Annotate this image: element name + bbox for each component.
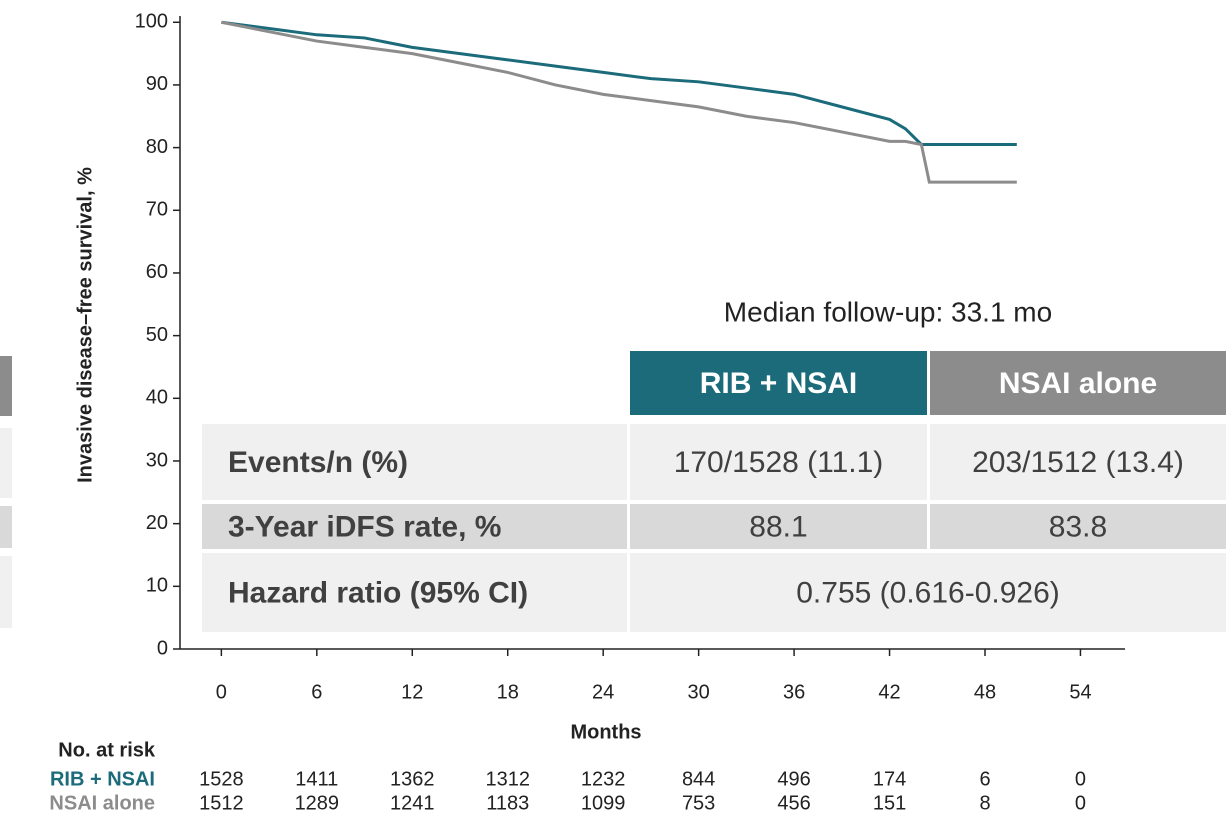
row-label: Hazard ratio (95% CI)	[228, 576, 528, 609]
risk-count: 151	[873, 792, 906, 814]
survival-line	[221, 20, 1017, 146]
y-tick-label: 10	[146, 575, 168, 597]
x-axis-label: Months	[570, 721, 641, 743]
risk-count: 1232	[581, 768, 626, 790]
risk-count: 1411	[295, 768, 338, 790]
x-tick-label: 24	[592, 681, 614, 703]
x-tick-label: 12	[401, 681, 423, 703]
y-tick-label: 70	[146, 199, 168, 221]
table-cell	[202, 553, 627, 632]
x-tick-label: 18	[497, 681, 519, 703]
y-tick-label: 50	[146, 324, 168, 346]
risk-count: 0	[1075, 792, 1086, 814]
y-tick-label: 100	[135, 11, 168, 33]
row-label: 3-Year iDFS rate, %	[228, 510, 501, 543]
decor	[0, 356, 12, 416]
table-cell	[630, 424, 927, 500]
table-header: RIB + NSAI	[700, 367, 858, 400]
y-tick-label: 80	[146, 136, 168, 158]
table-cell	[202, 504, 627, 549]
risk-count: 1241	[390, 792, 435, 814]
x-tick-label: 42	[878, 681, 900, 703]
table-header-cell	[630, 351, 927, 415]
table-cell	[630, 553, 1226, 632]
y-tick-label: 40	[146, 387, 168, 409]
x-tick-label: 6	[311, 681, 322, 703]
risk-title: No. at risk	[58, 739, 156, 761]
risk-count: 0	[1075, 768, 1086, 790]
x-tick-label: 0	[216, 681, 227, 703]
risk-count: 844	[682, 768, 715, 790]
risk-count: 1362	[390, 768, 435, 790]
x-tick-label: 54	[1069, 681, 1091, 703]
x-tick-label: 48	[974, 681, 996, 703]
risk-count: 8	[979, 792, 990, 814]
table-header: NSAI alone	[999, 367, 1157, 400]
table-value: 170/1528 (11.1)	[674, 446, 884, 479]
table-header-cell	[930, 351, 1226, 415]
risk-count: 753	[682, 792, 715, 814]
y-tick-label: 30	[146, 449, 168, 471]
table-cell	[202, 424, 627, 500]
risk-count: 1289	[295, 792, 340, 814]
table-cell	[930, 504, 1226, 549]
table-value: 83.8	[1049, 510, 1107, 543]
decor	[0, 556, 12, 628]
risk-row-name: NSAI alone	[49, 792, 155, 814]
y-axis-label: Invasive disease–free survival, %	[74, 167, 96, 483]
decor	[0, 506, 12, 548]
y-tick-label: 20	[146, 512, 168, 534]
risk-count: 496	[777, 768, 810, 790]
y-tick-label: 90	[146, 73, 168, 95]
annotation: Median follow-up: 33.1 mo	[724, 296, 1052, 327]
table-cell	[930, 424, 1226, 500]
table-cell	[630, 504, 927, 549]
risk-count: 6	[979, 768, 990, 790]
risk-count: 1528	[199, 768, 244, 790]
decor	[0, 428, 12, 498]
risk-count: 1512	[199, 792, 244, 814]
table-value: 203/1512 (13.4)	[972, 446, 1184, 479]
risk-count: 1099	[581, 792, 626, 814]
table-value: 0.755 (0.616-0.926)	[796, 576, 1060, 609]
risk-count: 1183	[486, 792, 529, 814]
table-value: 88.1	[749, 510, 807, 543]
y-tick-label: 0	[157, 637, 168, 659]
risk-row-name: RIB + NSAI	[50, 768, 155, 790]
risk-count: 456	[777, 792, 810, 814]
row-label: Events/n (%)	[228, 446, 408, 479]
survival-line	[221, 20, 1017, 184]
x-tick-label: 36	[783, 681, 805, 703]
y-tick-label: 60	[146, 261, 168, 283]
risk-count: 174	[873, 768, 906, 790]
risk-count: 1312	[485, 768, 530, 790]
x-tick-label: 30	[688, 681, 710, 703]
